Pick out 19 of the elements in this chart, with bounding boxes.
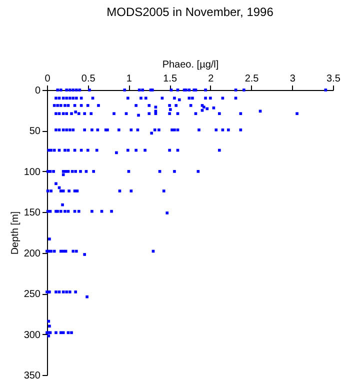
x-tick-label: 0.5 <box>81 74 96 84</box>
x-tick-label: 2.5 <box>244 74 260 84</box>
x-axis-title: Phaeo. [µg/l] <box>162 60 219 70</box>
x-tick-label: 1 <box>126 74 132 84</box>
y-tick-label: 200 <box>24 248 41 260</box>
chart-title: MODS2005 in November, 1996 <box>106 5 274 19</box>
x-tick-label: 3 <box>290 74 296 84</box>
x-tick-label: 1.5 <box>163 74 178 84</box>
y-tick-label: 100 <box>24 166 41 178</box>
y-tick-label: 300 <box>24 330 41 341</box>
x-tick-label: 0 <box>44 74 51 84</box>
y-tick-label: 350 <box>24 370 41 382</box>
y-tick-label: 250 <box>24 289 41 300</box>
x-tick-label: 2 <box>208 74 214 84</box>
y-axis-title: Depth [m] <box>10 211 21 255</box>
x-tick-label: 3.5 <box>326 74 341 84</box>
y-tick-label: 0 <box>34 86 41 96</box>
y-tick-label: 50 <box>29 126 41 138</box>
y-tick-label: 150 <box>24 208 41 219</box>
